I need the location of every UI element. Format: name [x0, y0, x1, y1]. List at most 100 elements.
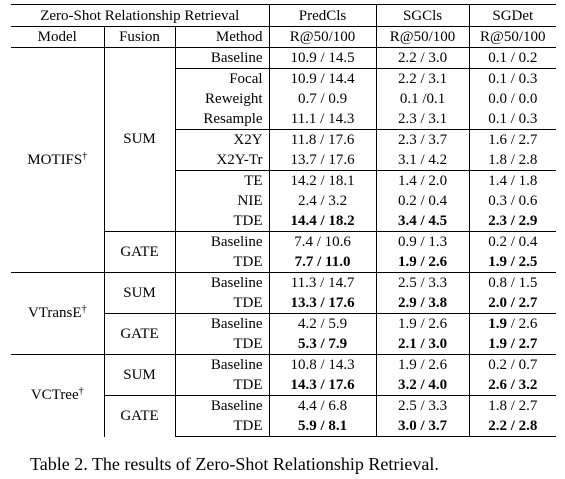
fusion-sum: SUM	[103, 354, 175, 396]
method-cell: Baseline	[174, 47, 270, 69]
predcls-cell: 4.4 / 6.8	[268, 395, 377, 416]
fusion-gate: GATE	[103, 313, 175, 355]
header-sgcls: SGCls	[375, 4, 470, 27]
sgcls-cell: 3.4 / 4.5	[375, 211, 470, 232]
header-fusion: Fusion	[103, 26, 175, 48]
sgcls-cell: 2.2 / 3.1	[375, 68, 470, 89]
table-caption: Table 2. The results of Zero-Shot Relati…	[30, 454, 439, 474]
sgdet-cell: 0.2 / 0.7	[468, 354, 557, 375]
method-cell: TDE	[174, 293, 270, 314]
predcls-cell: 10.8 / 14.3	[268, 354, 377, 375]
predcls-cell: 13.7 / 17.6	[268, 150, 377, 171]
method-cell: Baseline	[174, 395, 270, 416]
method-cell: TDE	[174, 211, 270, 232]
method-cell: Resample	[174, 109, 270, 130]
sgdet-cell: 0.8 / 1.5	[468, 272, 557, 293]
table-row: GATE Baseline 4.2 / 5.9 1.9 / 2.6 1.9 / …	[11, 313, 557, 355]
sgcls-cell: 2.9 / 3.8	[375, 293, 470, 314]
sgdet-cell: 1.9 / 2.6	[468, 313, 557, 334]
sgdet-cell: 1.6 / 2.7	[468, 129, 557, 150]
header-sgdet: SGDet	[468, 4, 557, 27]
table-row: X2Y 11.8 / 17.6 2.3 / 3.7 1.6 / 2.7	[11, 129, 557, 150]
results-table-container: Zero-Shot Relationship Retrieval PredCls…	[11, 4, 557, 437]
predcls-cell: 11.3 / 14.7	[268, 272, 377, 293]
header-predcls: PredCls	[268, 4, 377, 27]
method-cell: Reweight	[174, 89, 270, 109]
sgdet-cell: 1.9 / 2.7	[468, 334, 557, 355]
method-cell: Baseline	[174, 272, 270, 293]
sgdet-bold-part: 1.9	[488, 315, 507, 332]
model-vctree: VCTree†	[11, 354, 104, 437]
predcls-cell: 4.2 / 5.9	[268, 313, 377, 334]
table-row: TDE 14.4 / 18.2 3.4 / 4.5 2.3 / 2.9	[11, 211, 557, 232]
table-header-row-1: Zero-Shot Relationship Retrieval PredCls…	[11, 4, 557, 27]
predcls-cell: 5.9 / 8.1	[268, 416, 377, 437]
sgcls-cell: 0.2 / 0.4	[375, 191, 470, 211]
table-row: TDE 5.9 / 8.1 3.0 / 3.7 2.2 / 2.8	[11, 416, 557, 437]
table-row: Resample 11.1 / 14.3 2.3 / 3.1 0.1 / 0.3	[11, 109, 557, 130]
header-metric-sgdet: R@50/100	[468, 26, 557, 48]
results-table: Zero-Shot Relationship Retrieval PredCls…	[11, 4, 557, 437]
method-cell: TDE	[174, 334, 270, 355]
fusion-sum: SUM	[103, 272, 175, 314]
method-cell: Baseline	[174, 231, 270, 252]
predcls-cell: 14.2 / 18.1	[268, 170, 377, 191]
table-row: TDE 5.3 / 7.9 2.1 / 3.0 1.9 / 2.7	[11, 334, 557, 355]
predcls-cell: 7.7 / 11.0	[268, 252, 377, 273]
sgdet-cell: 0.2 / 0.4	[468, 231, 557, 252]
predcls-cell: 0.7 / 0.9	[268, 89, 377, 109]
predcls-cell: 14.3 / 17.6	[268, 375, 377, 396]
predcls-cell: 5.3 / 7.9	[268, 334, 377, 355]
table-row: GATE Baseline 4.4 / 6.8 2.5 / 3.3 1.8 / …	[11, 395, 557, 437]
table-row: TDE 14.3 / 17.6 3.2 / 4.0 2.6 / 3.2	[11, 375, 557, 396]
sgcls-cell: 0.1 /0.1	[375, 89, 470, 109]
sgcls-cell: 3.2 / 4.0	[375, 375, 470, 396]
sgdet-cell: 2.3 / 2.9	[468, 211, 557, 232]
model-name: VCTree	[30, 387, 79, 404]
method-cell: Focal	[174, 68, 270, 89]
table-row: VCTree† SUM Baseline 10.8 / 14.3 1.9 / 2…	[11, 354, 557, 437]
sgcls-cell: 3.0 / 3.7	[375, 416, 470, 437]
sgdet-cell: 1.8 / 2.7	[468, 395, 557, 416]
header-model: Model	[11, 26, 104, 48]
method-cell: Baseline	[174, 313, 270, 334]
sgdet-plain-part: / 2.6	[506, 315, 538, 332]
sgdet-cell: 0.0 / 0.0	[468, 89, 557, 109]
sgcls-cell: 2.3 / 3.7	[375, 129, 470, 150]
sgdet-cell: 2.6 / 3.2	[468, 375, 557, 396]
table-row: TE 14.2 / 18.1 1.4 / 2.0 1.4 / 1.8	[11, 170, 557, 191]
sgcls-cell: 2.5 / 3.3	[375, 395, 470, 416]
method-cell: TDE	[174, 375, 270, 396]
method-cell: Baseline	[174, 354, 270, 375]
model-motifs: MOTIFS†	[11, 48, 104, 273]
table-row: TDE 7.7 / 11.0 1.9 / 2.6 1.9 / 2.5	[11, 252, 557, 273]
predcls-cell: 7.4 / 10.6	[268, 231, 377, 252]
table-row: Focal 10.9 / 14.4 2.2 / 3.1 0.1 / 0.3	[11, 68, 557, 89]
table-row: X2Y-Tr 13.7 / 17.6 3.1 / 4.2 1.8 / 2.8	[11, 150, 557, 171]
sgdet-cell: 0.1 / 0.3	[468, 109, 557, 130]
sgcls-cell: 2.5 / 3.3	[375, 272, 470, 293]
table-title: Zero-Shot Relationship Retrieval	[11, 4, 270, 27]
table-row: TDE 13.3 / 17.6 2.9 / 3.8 2.0 / 2.7	[11, 293, 557, 314]
fusion-gate: GATE	[103, 231, 175, 273]
sgcls-cell: 1.9 / 2.6	[375, 313, 470, 334]
sgcls-cell: 2.2 / 3.0	[375, 47, 470, 69]
sgcls-cell: 3.1 / 4.2	[375, 150, 470, 171]
table-row: Reweight 0.7 / 0.9 0.1 /0.1 0.0 / 0.0	[11, 89, 557, 109]
sgdet-cell: 0.1 / 0.3	[468, 68, 557, 89]
sgdet-cell: 1.8 / 2.8	[468, 150, 557, 171]
method-cell: TDE	[174, 416, 270, 437]
predcls-cell: 11.8 / 17.6	[268, 129, 377, 150]
method-cell: TE	[174, 170, 270, 191]
sgdet-cell: 1.9 / 2.5	[468, 252, 557, 273]
predcls-cell: 10.9 / 14.4	[268, 68, 377, 89]
predcls-cell: 2.4 / 3.2	[268, 191, 377, 211]
predcls-cell: 13.3 / 17.6	[268, 293, 377, 314]
predcls-cell: 10.9 / 14.5	[268, 47, 377, 69]
header-metric-sgcls: R@50/100	[375, 26, 470, 48]
sgcls-cell: 1.9 / 2.6	[375, 252, 470, 273]
sgdet-cell: 0.3 / 0.6	[468, 191, 557, 211]
table-row: MOTIFS† SUM Baseline 10.9 / 14.5 2.2 / 3…	[11, 47, 557, 232]
method-cell: TDE	[174, 252, 270, 273]
table-row: VTransE† SUM Baseline 11.3 / 14.7 2.5 / …	[11, 272, 557, 355]
